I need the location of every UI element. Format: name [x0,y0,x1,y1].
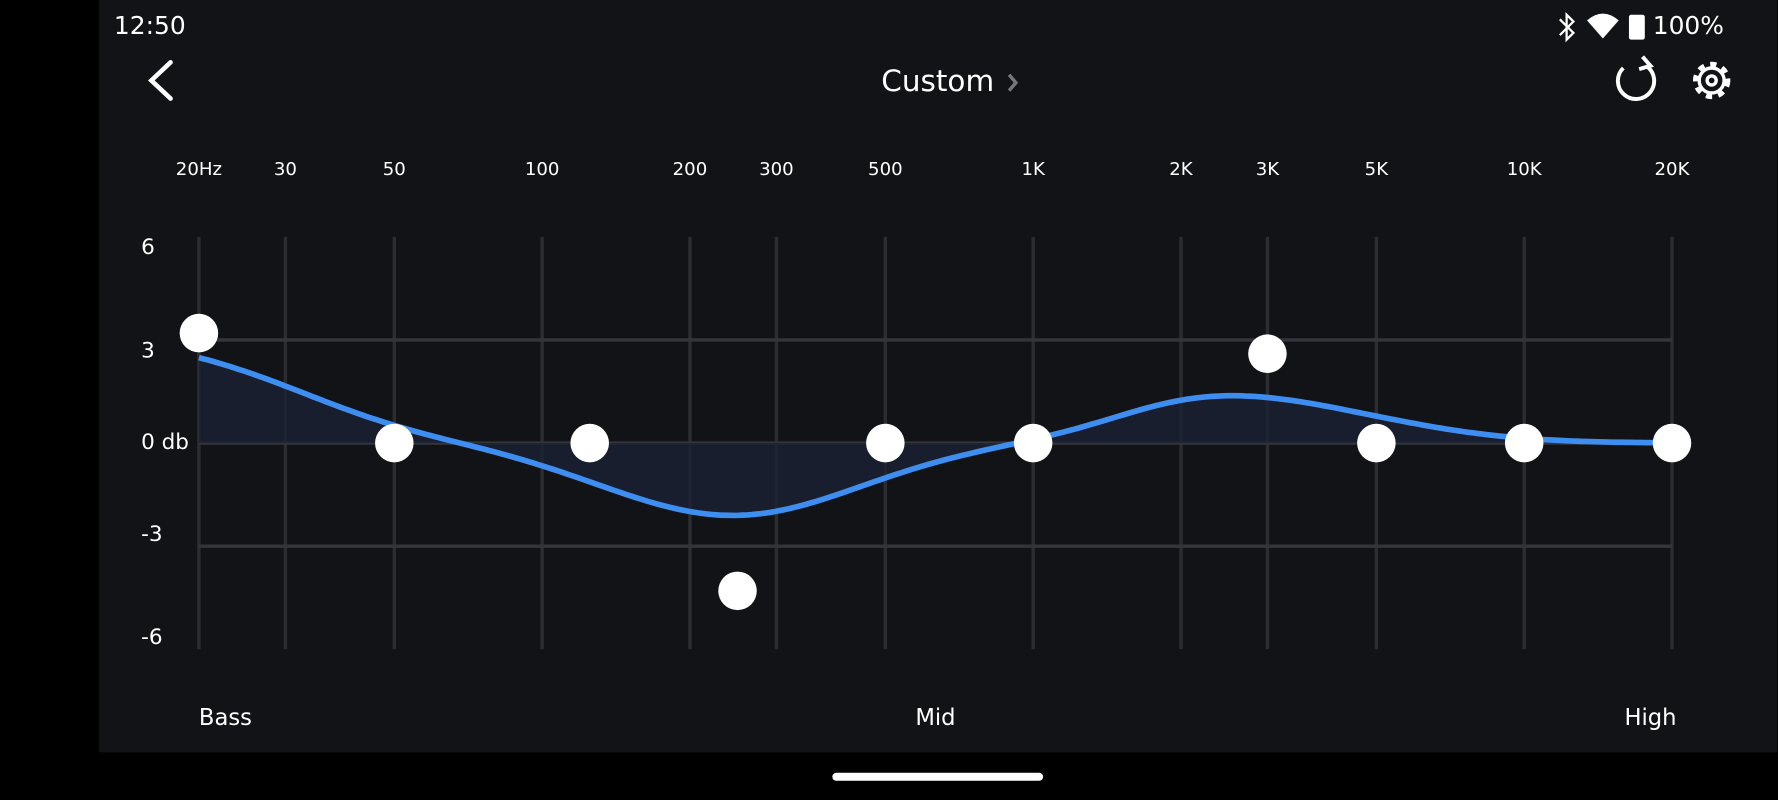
equalizer[interactable]: 20Hz 30 50 100 200 300 500 1K 2K 3K 5K 10K 20K -6 -3 0 … [141,159,1692,731]
bluetooth-icon [1559,11,1576,43]
band-label: Bass [199,705,252,731]
band-label: Mid [915,705,955,731]
gear-body [1697,66,1726,95]
eq-band-handle[interactable] [1504,423,1544,463]
preset-chevron[interactable] [1007,73,1019,92]
back-button[interactable] [148,60,173,101]
x-tick-label: 200 [673,159,708,180]
x-tick-label: 2K [1169,159,1194,180]
y-tick-label: 3 [141,338,155,363]
band-label: High [1624,705,1676,731]
x-tick-label: 30 [274,159,297,180]
preset-title[interactable]: Custom [881,64,994,98]
y-tick-label: -6 [141,625,162,650]
wifi-icon [1587,13,1619,39]
x-tick-label: 20K [1655,159,1691,180]
x-tick-label: 10K [1507,159,1543,180]
x-tick-label: 100 [525,159,560,180]
y-tick-label: 6 [141,235,155,260]
y-tick-label: 0 db [141,430,189,455]
eq-band-handle[interactable] [1248,334,1287,373]
eq-band-handle[interactable] [375,423,414,463]
reset-arrow [1638,55,1654,72]
x-tick-label: 50 [383,159,406,180]
eq-band-handle[interactable] [718,571,757,611]
app-background [99,0,1778,753]
eq-band-handle[interactable] [1357,423,1396,463]
reset-button[interactable] [1615,64,1657,101]
response-curve [198,354,1673,519]
eq-band-handle[interactable] [866,423,905,463]
settings-button[interactable] [1692,61,1731,100]
x-tick-label: 20Hz [176,159,222,180]
y-tick-label: -3 [141,522,162,547]
home-bar[interactable] [832,772,1044,781]
eq-band-handle[interactable] [179,313,219,353]
gear-hub [1705,74,1718,87]
x-tick-label: 3K [1256,159,1281,180]
battery-icon [1628,14,1645,40]
x-tick-label: 1K [1021,159,1046,180]
eq-band-handle[interactable] [1013,423,1053,463]
status-battery: 100% [1653,11,1724,40]
x-tick-label: 300 [759,159,794,180]
x-tick-label: 500 [868,159,903,180]
x-tick-label: 5K [1365,159,1390,180]
status-time: 12:50 [114,11,186,40]
eq-band-handle[interactable] [570,423,609,463]
eq-band-handle[interactable] [1652,423,1692,463]
gear-teeth [1692,61,1731,100]
